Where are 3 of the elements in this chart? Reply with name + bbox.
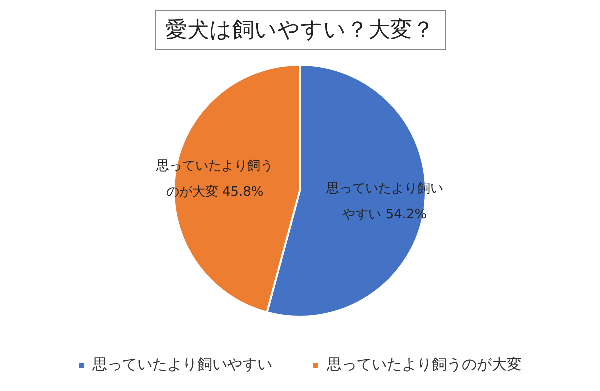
chart-title: 愛犬は飼いやすい？大変？	[154, 10, 446, 50]
legend-label: 思っていたより飼うのが大変	[326, 355, 522, 374]
legend-label: 思っていたより飼いやすい	[92, 355, 272, 374]
